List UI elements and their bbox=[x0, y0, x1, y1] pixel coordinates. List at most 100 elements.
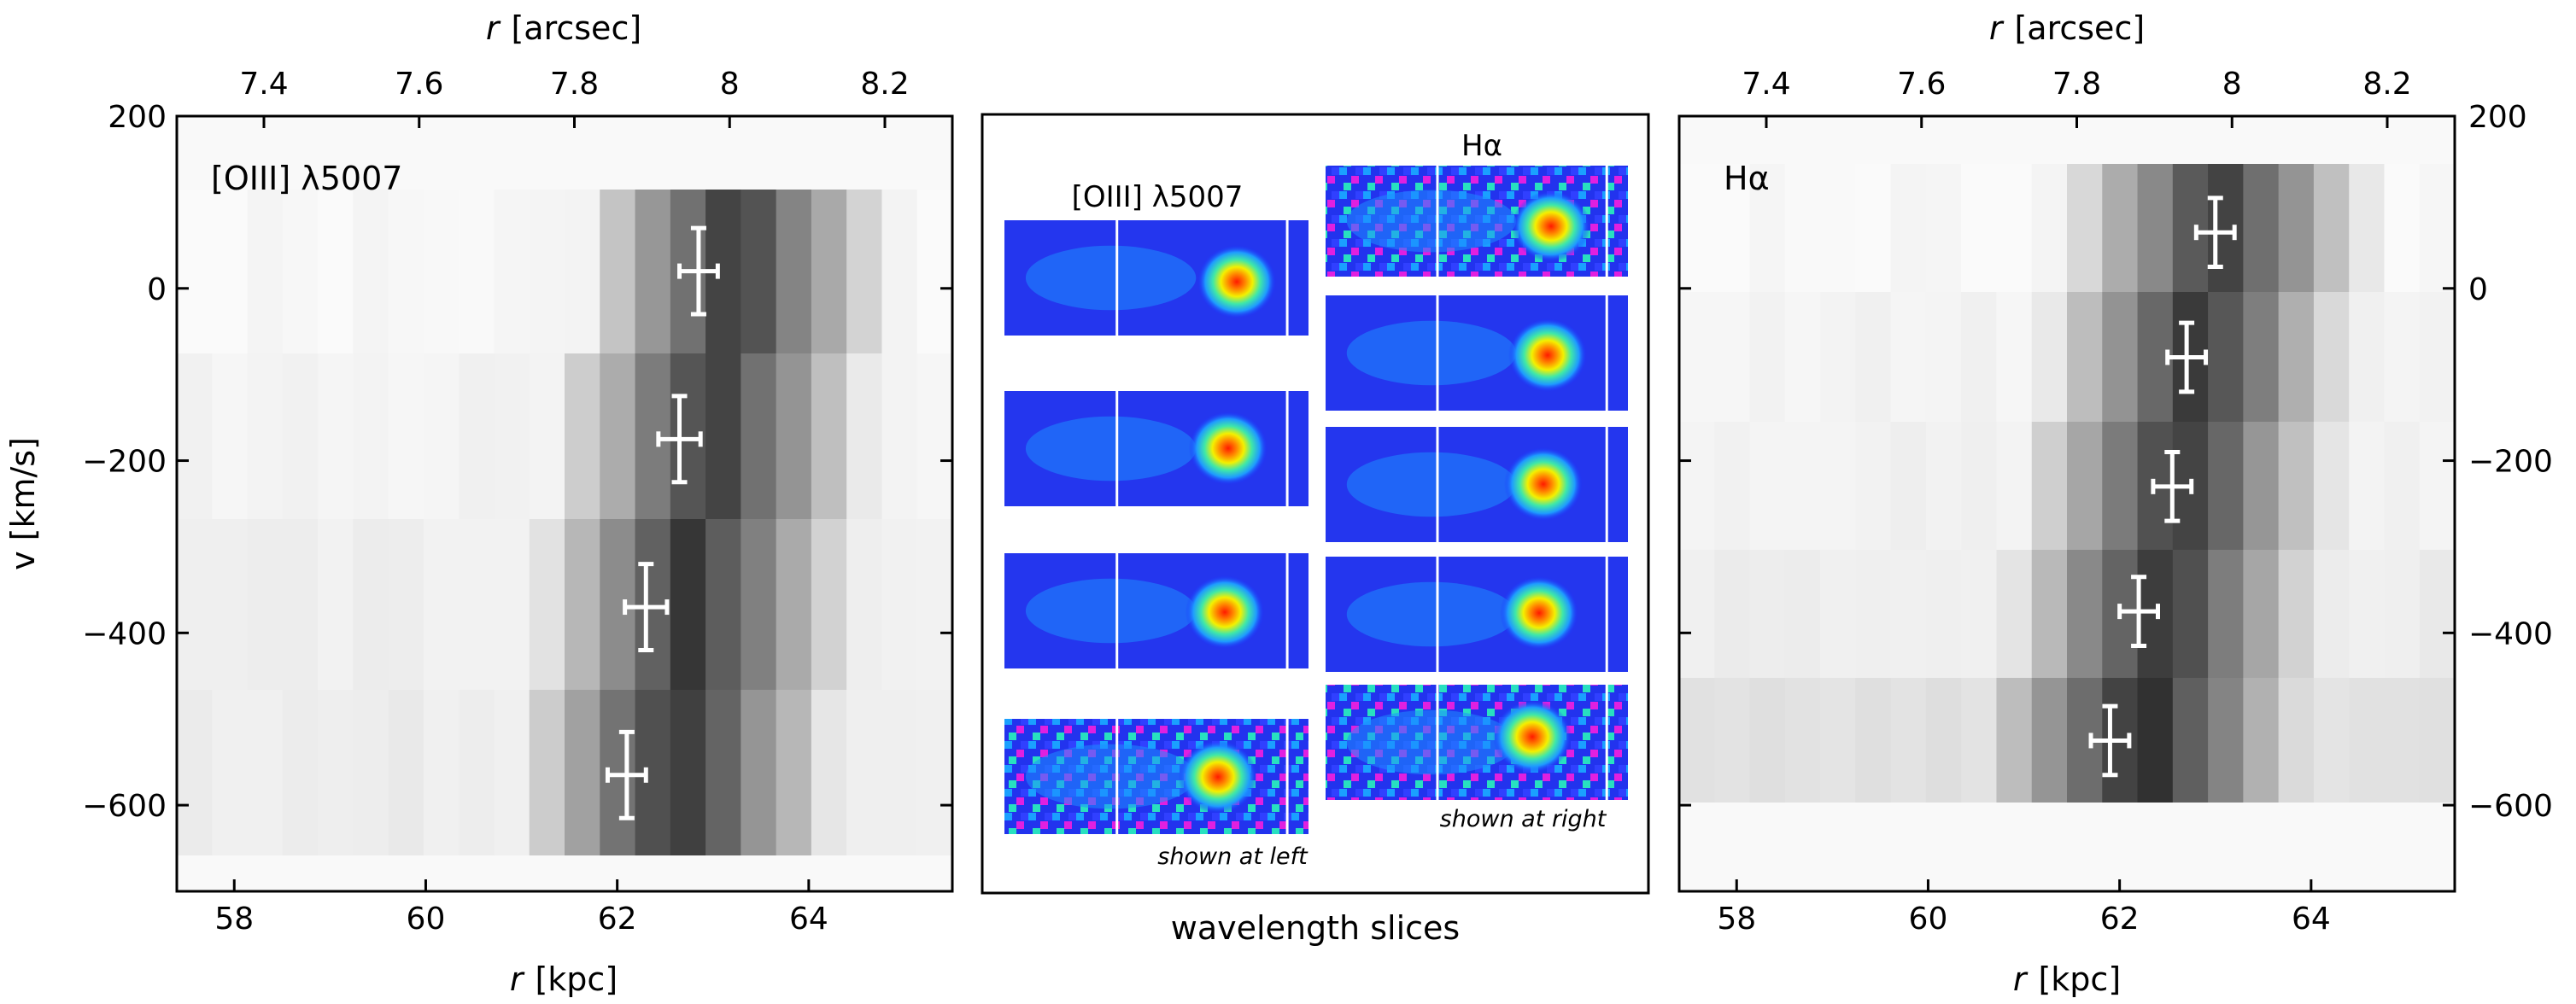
left-slices-label: [OIII] λ5007 bbox=[1072, 180, 1244, 214]
left-top-axis-label: r [arcsec] bbox=[486, 9, 641, 47]
right-x-axis-unit: [kpc] bbox=[2038, 960, 2121, 998]
intensity-band-cell bbox=[1961, 422, 1998, 550]
top-tick-label: 8 bbox=[2222, 67, 2242, 102]
data-point bbox=[677, 225, 720, 317]
intensity-band-cell bbox=[600, 353, 636, 519]
intensity-band-cell bbox=[776, 190, 812, 353]
right-panel-label: Hα bbox=[1724, 160, 1770, 197]
intensity-band-cell bbox=[282, 353, 319, 519]
x-tick-label: 64 bbox=[2292, 902, 2331, 937]
y-tick-label: −200 bbox=[2468, 445, 2553, 480]
intensity-band-cell bbox=[1996, 292, 2033, 422]
x-tick-label: 60 bbox=[407, 902, 446, 937]
intensity-band-cell bbox=[2384, 292, 2421, 422]
intensity-band-cell bbox=[2419, 422, 2455, 550]
intensity-band-cell bbox=[2278, 292, 2315, 422]
slice-thumbnail bbox=[1326, 427, 1628, 542]
intensity-band-cell bbox=[1679, 678, 1715, 803]
intensity-band-cell bbox=[282, 190, 319, 353]
slice-thumbnail bbox=[1004, 391, 1308, 506]
intensity-band-cell bbox=[177, 519, 213, 690]
intensity-band-cell bbox=[811, 519, 847, 690]
intensity-band-cell bbox=[2278, 550, 2315, 678]
left-x-axis-var: r bbox=[510, 960, 525, 998]
right-data-points bbox=[2088, 196, 2237, 778]
intensity-band-cell bbox=[2243, 550, 2280, 678]
intensity-band-cell bbox=[1784, 422, 1821, 550]
intensity-band-cell bbox=[2278, 678, 2315, 803]
intensity-band-cell bbox=[600, 690, 636, 855]
intensity-band-cell bbox=[565, 690, 600, 855]
right-frame bbox=[1677, 114, 2456, 893]
intensity-band-cell bbox=[388, 190, 424, 353]
intensity-band-cell bbox=[1996, 678, 2033, 803]
intensity-band-cell bbox=[2031, 550, 2068, 678]
right-x-axis-var: r bbox=[2013, 960, 2029, 998]
intensity-band-cell bbox=[2313, 678, 2350, 803]
intensity-band-cell bbox=[1961, 164, 1998, 292]
y-tick-label: −400 bbox=[2468, 616, 2553, 651]
intensity-band-cell bbox=[1890, 164, 1927, 292]
x-tick-label: 58 bbox=[1717, 902, 1756, 937]
intensity-band-cell bbox=[423, 690, 460, 855]
intensity-band-cell bbox=[459, 690, 495, 855]
intensity-band-cell bbox=[1820, 422, 1856, 550]
y-tick-label: 200 bbox=[2468, 100, 2527, 135]
top-tick-label: 7.8 bbox=[550, 67, 599, 102]
intensity-band-cell bbox=[565, 190, 600, 353]
intensity-band-cell bbox=[2349, 164, 2386, 292]
intensity-band-cell bbox=[881, 519, 918, 690]
intensity-band-cell bbox=[318, 353, 354, 519]
intensity-band-cell bbox=[494, 353, 530, 519]
intensity-band-cell bbox=[1996, 422, 2033, 550]
x-tick-label: 60 bbox=[1909, 902, 1948, 937]
intensity-band-cell bbox=[881, 690, 918, 855]
top-tick-label: 8.2 bbox=[860, 67, 909, 102]
data-point bbox=[656, 394, 703, 485]
slice-halo bbox=[1025, 416, 1197, 482]
intensity-band-cell bbox=[282, 690, 319, 855]
intensity-band-cell bbox=[247, 353, 284, 519]
intensity-band-cell bbox=[353, 690, 389, 855]
intensity-band-cell bbox=[2137, 550, 2174, 678]
intensity-band-cell bbox=[2243, 422, 2280, 550]
intensity-band-cell bbox=[2031, 164, 2068, 292]
y-tick-label: −600 bbox=[2468, 789, 2553, 824]
right-grayscale-bands bbox=[1679, 164, 2455, 803]
slice-halo bbox=[1025, 245, 1197, 311]
intensity-band-cell bbox=[388, 519, 424, 690]
left-top-axis-var: r bbox=[486, 9, 501, 47]
intensity-band-cell bbox=[705, 690, 741, 855]
intensity-band-cell bbox=[2419, 292, 2455, 422]
intensity-band-cell bbox=[2137, 678, 2174, 803]
intensity-band-cell bbox=[2031, 422, 2068, 550]
intensity-band-cell bbox=[846, 519, 883, 690]
intensity-band-cell bbox=[1996, 550, 2033, 678]
intensity-band-cell bbox=[916, 690, 952, 855]
intensity-band-cell bbox=[1855, 164, 1892, 292]
intensity-band-cell bbox=[1925, 292, 1962, 422]
intensity-band-cell bbox=[2313, 422, 2350, 550]
intensity-band-cell bbox=[846, 353, 883, 519]
slice-blob bbox=[1197, 244, 1277, 319]
intensity-band-cell bbox=[2349, 292, 2386, 422]
intensity-band-cell bbox=[1784, 292, 1821, 422]
slice-blob bbox=[1511, 190, 1591, 262]
middle-title: wavelength slices bbox=[1171, 909, 1460, 947]
intensity-band-cell bbox=[388, 690, 424, 855]
intensity-band-cell bbox=[811, 353, 847, 519]
slice-halo bbox=[1025, 578, 1197, 644]
intensity-band-cell bbox=[2172, 678, 2209, 803]
intensity-band-cell bbox=[1714, 550, 1751, 678]
intensity-band-cell bbox=[2384, 678, 2421, 803]
left-caption: shown at left bbox=[1157, 843, 1308, 870]
intensity-band-cell bbox=[1749, 678, 1786, 803]
intensity-band-cell bbox=[212, 190, 249, 353]
intensity-band-cell bbox=[529, 519, 565, 690]
intensity-band-cell bbox=[494, 519, 530, 690]
intensity-band-cell bbox=[2419, 678, 2455, 803]
slice-thumbnail bbox=[1326, 166, 1628, 277]
intensity-band-cell bbox=[811, 190, 847, 353]
intensity-band-cell bbox=[741, 190, 777, 353]
intensity-band-cell bbox=[635, 519, 671, 690]
